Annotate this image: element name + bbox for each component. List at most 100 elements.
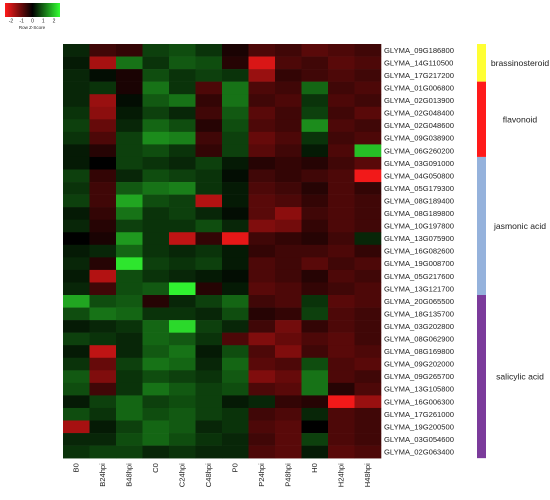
- heatmap-cell: [301, 420, 329, 434]
- row-label: GLYMA_16G006300: [384, 397, 454, 406]
- heatmap-cell: [248, 119, 276, 133]
- heatmap-cell: [89, 244, 117, 258]
- heatmap-cell: [275, 69, 302, 82]
- heatmap-cell: [63, 44, 90, 57]
- heatmap-cell: [248, 94, 276, 108]
- heatmap-cell: [195, 257, 223, 271]
- heatmap-cell: [116, 106, 143, 120]
- row-label: GLYMA_17G261000: [384, 410, 454, 419]
- heatmap-cell: [63, 131, 90, 145]
- heatmap-cell: [89, 307, 117, 321]
- heatmap-cell: [89, 119, 117, 133]
- heatmap-cell: [116, 370, 143, 384]
- heatmap-cell: [63, 345, 90, 359]
- heatmap-cell: [169, 269, 196, 283]
- heatmap-cell: [116, 257, 143, 271]
- heatmap-cell: [248, 56, 276, 70]
- heatmap-cell: [328, 44, 355, 57]
- heatmap-cell: [222, 56, 249, 70]
- heatmap-cell: [89, 420, 117, 434]
- heatmap-cell: [275, 232, 302, 246]
- heatmap-cell: [354, 131, 382, 145]
- heatmap-cell: [116, 44, 143, 57]
- heatmap-cell: [89, 182, 117, 195]
- heatmap-cell: [248, 382, 276, 396]
- heatmap-cell: [275, 144, 302, 158]
- heatmap-cell: [328, 56, 355, 70]
- heatmap-cell: [195, 307, 223, 321]
- heatmap-cell: [169, 407, 196, 421]
- heatmap-cell: [142, 257, 170, 271]
- heatmap-cell: [116, 194, 143, 208]
- row-label: GLYMA_16G082600: [384, 247, 454, 256]
- heatmap-cell: [169, 320, 196, 333]
- heatmap-cell: [301, 44, 329, 57]
- heatmap-cell: [142, 395, 170, 409]
- heatmap-cell: [142, 56, 170, 70]
- heatmap-cell: [328, 232, 355, 246]
- heatmap-cell: [195, 345, 223, 359]
- row-label: GLYMA_09G265700: [384, 372, 454, 381]
- heatmap-cell: [354, 407, 382, 421]
- heatmap-cell: [89, 156, 117, 170]
- heatmap-cell: [354, 345, 382, 359]
- heatmap-cell: [63, 232, 90, 246]
- heatmap-cell: [63, 69, 90, 82]
- color-key-tick: 2: [53, 19, 56, 25]
- heatmap-cell: [301, 307, 329, 321]
- group-bar: [477, 295, 486, 459]
- heatmap-cell: [275, 119, 302, 133]
- heatmap-cell: [89, 345, 117, 359]
- heatmap-cell: [63, 169, 90, 183]
- heatmap-cell: [275, 433, 302, 446]
- heatmap-cell: [354, 44, 382, 57]
- heatmap-cell: [328, 295, 355, 308]
- heatmap-cell: [301, 182, 329, 195]
- heatmap-cell: [116, 420, 143, 434]
- heatmap-cell: [63, 295, 90, 308]
- heatmap-cell: [142, 345, 170, 359]
- heatmap-cell: [169, 257, 196, 271]
- heatmap-cell: [89, 445, 117, 459]
- heatmap-cell: [354, 282, 382, 296]
- heatmap-cell: [275, 332, 302, 346]
- heatmap-cell: [142, 207, 170, 220]
- heatmap-cell: [248, 345, 276, 359]
- heatmap-cell: [222, 106, 249, 120]
- heatmap-cell: [169, 156, 196, 170]
- heatmap-cell: [301, 244, 329, 258]
- heatmap-cell: [222, 169, 249, 183]
- column-label: H24hpi: [337, 463, 346, 487]
- heatmap-cell: [275, 345, 302, 359]
- heatmap-cell: [142, 332, 170, 346]
- heatmap-cell: [248, 131, 276, 145]
- heatmap-cell: [301, 69, 329, 82]
- heatmap-cell: [63, 182, 90, 195]
- heatmap-cell: [89, 257, 117, 271]
- heatmap-cell: [275, 307, 302, 321]
- row-label: GLYMA_04G050800: [384, 171, 454, 180]
- column-label: H48hpi: [363, 463, 372, 487]
- row-label: GLYMA_13G121700: [384, 284, 454, 293]
- column-label: B24hpi: [98, 463, 107, 487]
- heatmap-cell: [142, 69, 170, 82]
- heatmap-cell: [116, 382, 143, 396]
- heatmap-cell: [116, 182, 143, 195]
- heatmap-cell: [195, 56, 223, 70]
- heatmap-cell: [169, 307, 196, 321]
- heatmap-cell: [116, 395, 143, 409]
- heatmap-cell: [328, 307, 355, 321]
- heatmap-cell: [354, 420, 382, 434]
- heatmap-cell: [142, 194, 170, 208]
- heatmap-cell: [248, 182, 276, 195]
- heatmap-cell: [195, 156, 223, 170]
- heatmap-cell: [222, 433, 249, 446]
- row-label: GLYMA_02G048400: [384, 109, 454, 118]
- heatmap-cell: [275, 169, 302, 183]
- heatmap-cell: [354, 370, 382, 384]
- heatmap-cell: [89, 56, 117, 70]
- heatmap-cell: [195, 44, 223, 57]
- heatmap-cell: [116, 407, 143, 421]
- heatmap-cell: [142, 94, 170, 108]
- heatmap-cell: [142, 295, 170, 308]
